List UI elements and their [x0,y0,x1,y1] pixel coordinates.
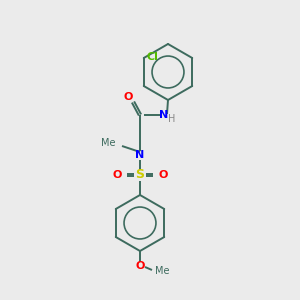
Text: O: O [123,92,133,102]
Text: Me: Me [155,266,169,276]
Text: N: N [135,150,145,160]
Text: Cl: Cl [147,52,159,62]
Text: S: S [136,169,145,182]
Text: O: O [158,170,168,180]
Text: Me: Me [101,138,116,148]
Text: H: H [168,114,176,124]
Text: O: O [112,170,122,180]
Text: N: N [159,110,169,120]
Text: O: O [135,261,145,271]
